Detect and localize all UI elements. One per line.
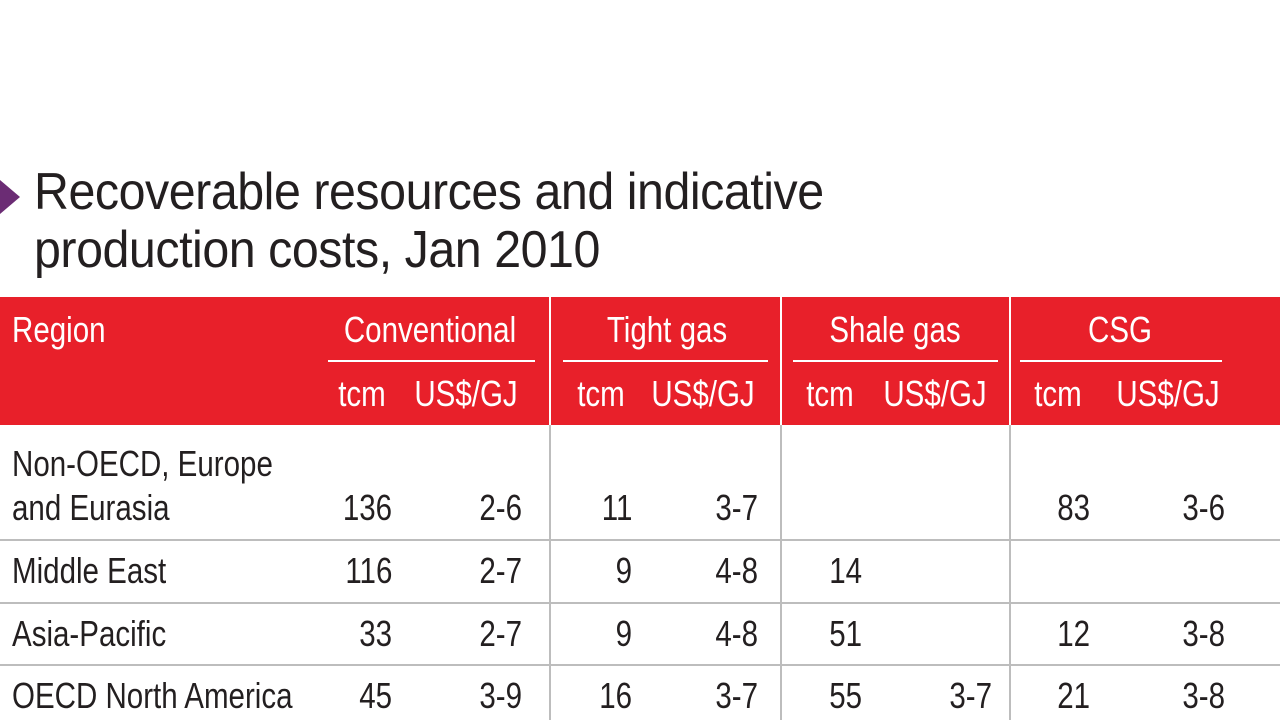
unit-header: tcm [1034,373,1082,414]
value-cell: 3-7 [949,675,992,716]
unit-header: tcm [338,373,386,414]
value-cell: 11 [601,487,632,528]
value-cell: 9 [615,550,632,591]
value-cell: 3-8 [1182,675,1225,716]
unit-header: tcm [577,373,625,414]
value-cell: 55 [829,675,862,716]
value-cell: 9 [615,613,632,654]
value-cell: 136 [342,487,392,528]
value-cell: 3-7 [715,487,758,528]
region-cell: Non-OECD, Europe and Eurasia [12,443,273,528]
title-marker [0,180,20,214]
region-header: Region [12,309,106,350]
value-cell: 2-6 [479,487,522,528]
value-cell: 3-9 [479,675,522,716]
group-header: Conventional [343,309,517,350]
body-rules [0,425,1280,720]
unit-header: US$/GJ [414,373,518,414]
value-cell: 51 [829,613,862,654]
value-cell: 33 [359,613,392,654]
group-header: CSG [1088,309,1152,350]
group-header: Shale gas [829,309,961,350]
title-line: production costs, Jan 2010 [34,221,600,279]
unit-header: tcm [806,373,854,414]
value-cell: 4-8 [715,613,758,654]
group-header: Tight gas [606,309,728,350]
unit-header: US$/GJ [651,373,755,414]
value-cell: 21 [1057,675,1090,716]
region-cell: OECD North America [12,675,293,716]
value-cell: 83 [1057,487,1090,528]
value-cell: 12 [1057,613,1090,654]
value-cell: 3-8 [1182,613,1225,654]
title-line: Recoverable resources and indicative [34,163,824,221]
unit-header: US$/GJ [883,373,987,414]
value-cell: 14 [829,550,862,591]
value-cell: 16 [599,675,632,716]
region-cell: Asia-Pacific [12,613,167,654]
value-cell: 2-7 [479,613,522,654]
value-cell: 116 [344,550,392,591]
header-rules [328,297,1222,425]
value-cell: 3-6 [1182,487,1225,528]
value-cell: 2-7 [479,550,522,591]
unit-header: US$/GJ [1116,373,1220,414]
value-cell: 45 [359,675,392,716]
region-cell: Middle East [12,550,167,591]
value-cell: 3-7 [715,675,758,716]
value-cell: 4-8 [715,550,758,591]
